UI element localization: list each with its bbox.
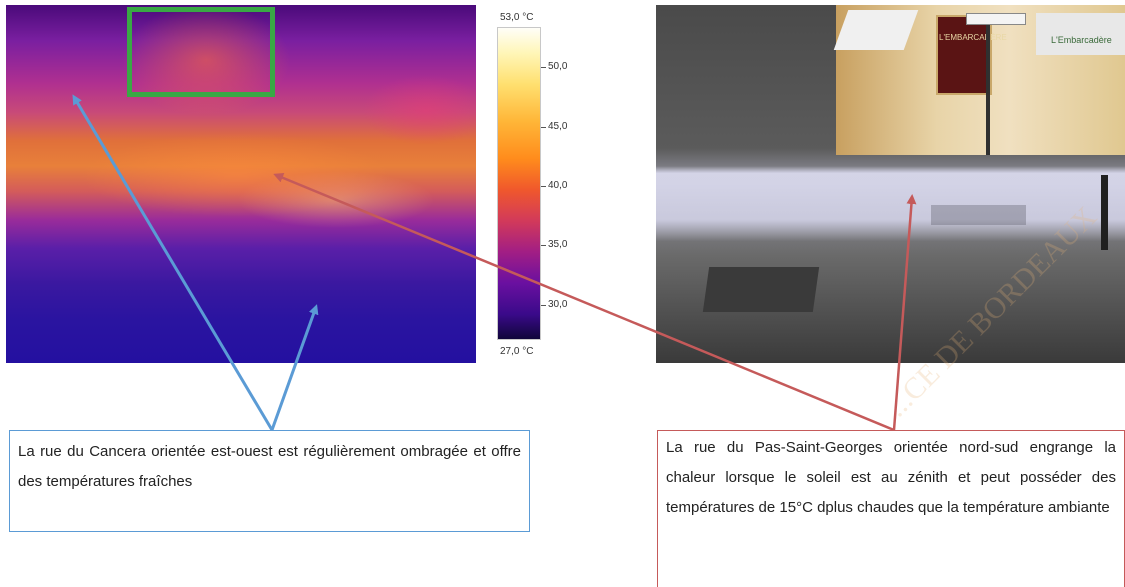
scale-tick bbox=[541, 127, 546, 128]
scale-tick-label: 45,0 bbox=[548, 121, 568, 132]
shop-sign-text: L'EMBARCADÈRE bbox=[939, 33, 1007, 42]
scale-tick-label: 50,0 bbox=[548, 61, 568, 72]
street-sign bbox=[966, 13, 1026, 25]
temperature-color-scale bbox=[497, 27, 541, 340]
caption-cancera: La rue du Cancera orientée est-ouest est… bbox=[9, 430, 530, 532]
caption-pas-saint-georges: La rue du Pas-Saint-Georges orientée nor… bbox=[657, 430, 1125, 587]
drain-grate bbox=[702, 267, 820, 312]
scale-tick bbox=[541, 186, 546, 187]
awning bbox=[833, 10, 919, 50]
scale-tick bbox=[541, 67, 546, 68]
scale-tick bbox=[541, 245, 546, 246]
highlight-box bbox=[127, 7, 275, 97]
scale-min-label: 27,0 °C bbox=[500, 346, 534, 357]
scale-tick-label: 30,0 bbox=[548, 299, 568, 310]
awning-text: L'Embarcadère bbox=[1051, 35, 1112, 45]
scale-tick bbox=[541, 305, 546, 306]
scale-tick-label: 40,0 bbox=[548, 180, 568, 191]
street-photo: L'EMBARCADÈRE L'Embarcadère bbox=[656, 5, 1125, 363]
awning bbox=[1036, 13, 1125, 55]
drain-grate bbox=[931, 205, 1026, 225]
scale-max-label: 53,0 °C bbox=[500, 12, 534, 23]
bollard bbox=[1101, 175, 1108, 250]
street-pole bbox=[986, 25, 990, 155]
shop-sign bbox=[936, 15, 992, 95]
scale-tick-label: 35,0 bbox=[548, 239, 568, 250]
